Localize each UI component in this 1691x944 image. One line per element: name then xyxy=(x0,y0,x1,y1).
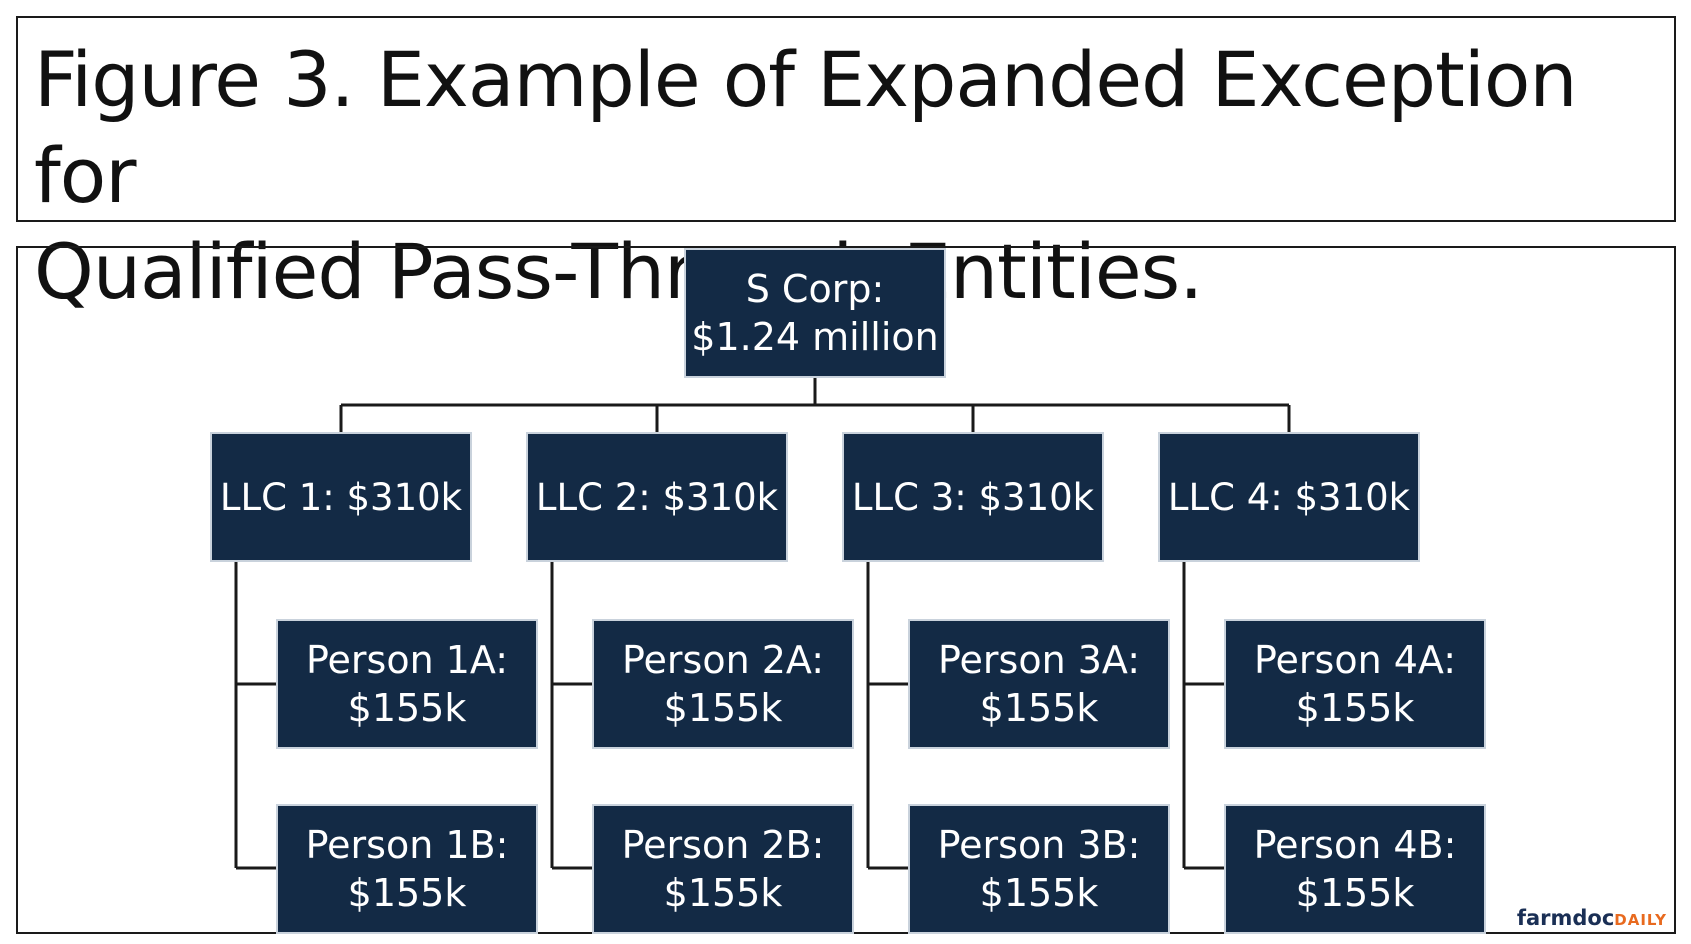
person-3a-label: Person 3A: xyxy=(937,638,1141,682)
person-3b-node: Person 3B: $155k xyxy=(908,804,1170,934)
person-4b-value: $155k xyxy=(1295,871,1415,915)
person-4b-label: Person 4B: xyxy=(1253,823,1457,867)
s-corp-value: $1.24 million xyxy=(691,315,939,359)
llc-1-node: LLC 1: $310k xyxy=(210,432,472,562)
llc-3-node: LLC 3: $310k xyxy=(842,432,1104,562)
person-3b-label: Person 3B: xyxy=(937,823,1141,867)
person-4b-node: Person 4B: $155k xyxy=(1224,804,1486,934)
figure-title-line-1: Figure 3. Example of Expanded Exception … xyxy=(34,35,1578,220)
person-1a-node: Person 1A: $155k xyxy=(276,619,538,749)
person-2a-node: Person 2A: $155k xyxy=(592,619,854,749)
title-box: Figure 3. Example of Expanded Exception … xyxy=(16,16,1676,316)
person-3a-value: $155k xyxy=(979,686,1099,730)
farmdoc-daily-logo: farmdocDAILY xyxy=(1517,906,1667,930)
llc-4-node: LLC 4: $310k xyxy=(1158,432,1420,562)
s-corp-label: S Corp: xyxy=(745,267,885,311)
person-1a-label: Person 1A: xyxy=(305,638,509,682)
person-2a-label: Person 2A: xyxy=(621,638,825,682)
person-1b-label: Person 1B: xyxy=(305,823,509,867)
person-3a-node: Person 3A: $155k xyxy=(908,619,1170,749)
person-3b-value: $155k xyxy=(979,871,1099,915)
person-1b-value: $155k xyxy=(347,871,467,915)
s-corp-node: S Corp: $1.24 million xyxy=(684,248,946,378)
logo-part-1: farmdoc xyxy=(1516,906,1615,930)
person-4a-label: Person 4A: xyxy=(1253,638,1457,682)
person-2b-label: Person 2B: xyxy=(621,823,825,867)
person-2a-value: $155k xyxy=(663,686,783,730)
figure-title-line-2: Qualified Pass-Through Entities. xyxy=(34,227,1203,316)
figure-title: Figure 3. Example of Expanded Exception … xyxy=(34,32,1674,320)
llc-2-node: LLC 2: $310k xyxy=(526,432,788,562)
person-1a-value: $155k xyxy=(347,686,467,730)
person-2b-node: Person 2B: $155k xyxy=(592,804,854,934)
person-4a-node: Person 4A: $155k xyxy=(1224,619,1486,749)
logo-part-2: DAILY xyxy=(1614,911,1667,929)
person-1b-node: Person 1B: $155k xyxy=(276,804,538,934)
person-2b-value: $155k xyxy=(663,871,783,915)
person-4a-value: $155k xyxy=(1295,686,1415,730)
